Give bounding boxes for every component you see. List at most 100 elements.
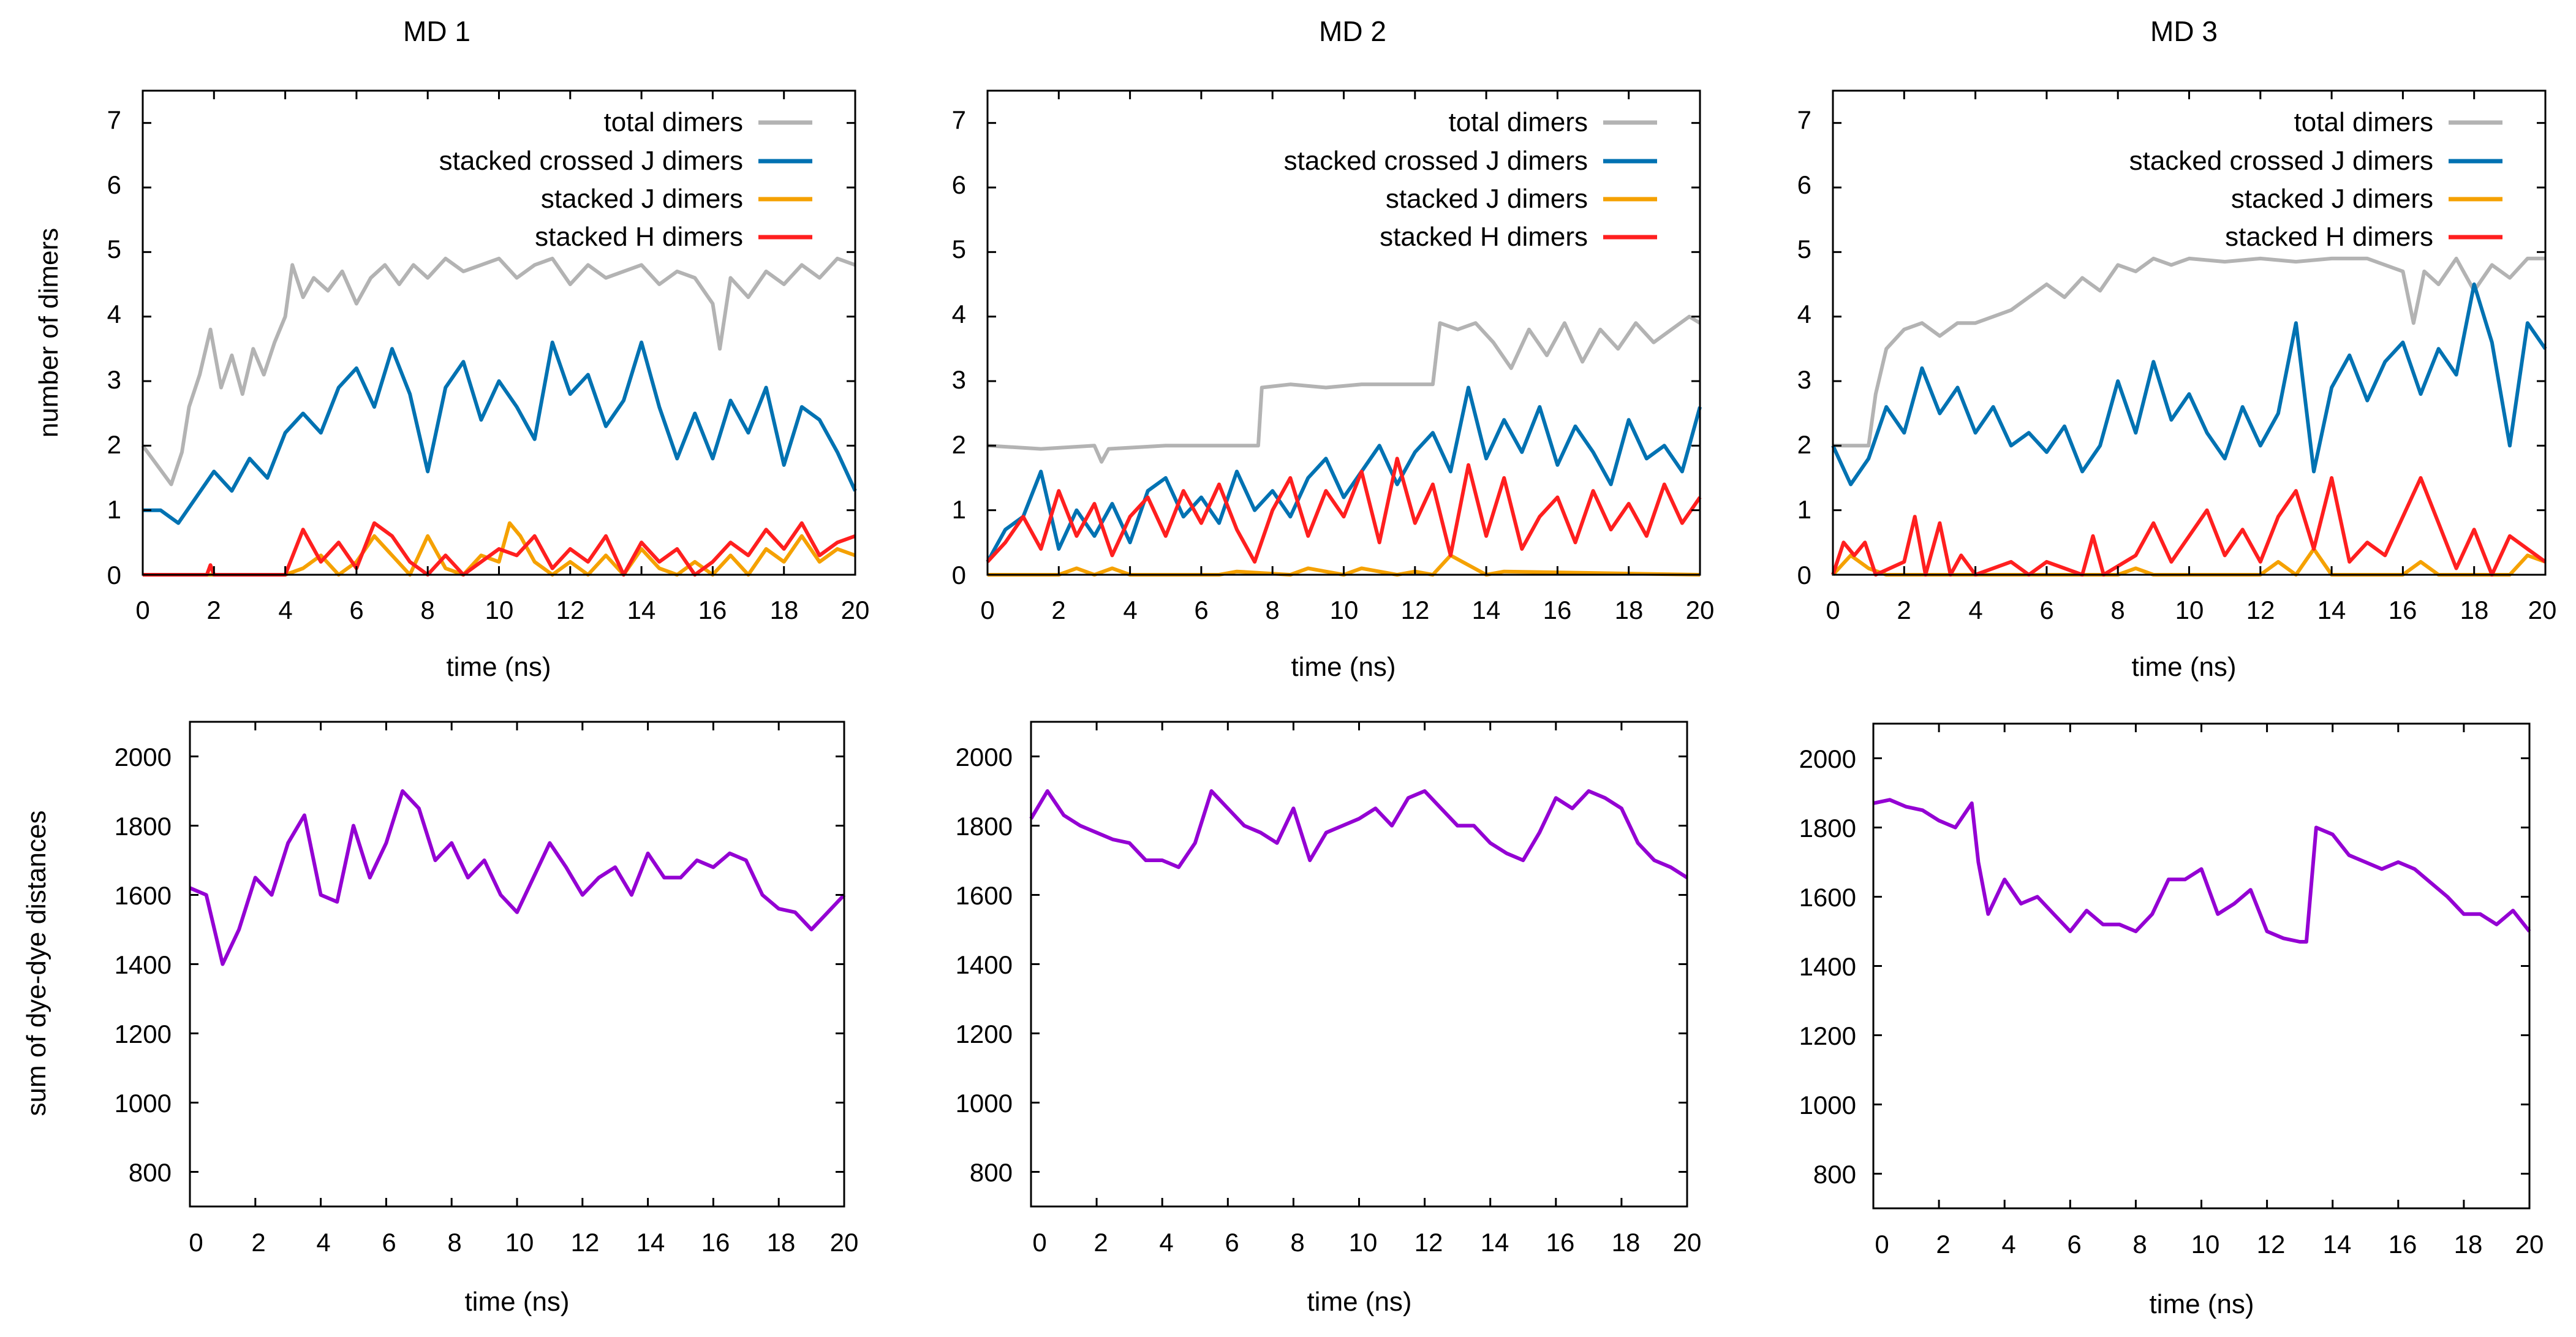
legend: total dimers stacked crossed J dimers st… <box>2129 107 2502 252</box>
axis-ticks: 800 1000 1200 1400 1600 1800 2000 0 2 4 … <box>956 722 1702 1257</box>
ytick-label: 6 <box>1797 170 1811 199</box>
xtick-label: 18 <box>2454 1230 2483 1259</box>
md2-dimers-panel: MD 2 0 1 2 3 4 5 6 7 0 2 4 6 8 10 12 14 … <box>952 15 1715 682</box>
ytick-label: 1800 <box>1799 814 1856 843</box>
series-layer <box>1831 256 2547 577</box>
xtick-label: 18 <box>770 596 799 624</box>
ytick-label: 1400 <box>956 950 1013 979</box>
ytick-label: 2 <box>952 430 966 459</box>
y-axis-label: sum of dye-dye distances <box>21 811 51 1116</box>
ytick-label: 1400 <box>1799 952 1856 981</box>
xtick-label: 14 <box>627 596 656 624</box>
xtick-label: 18 <box>2460 596 2489 624</box>
ytick-label: 7 <box>107 105 121 134</box>
xtick-label: 10 <box>1349 1228 1378 1257</box>
ytick-label: 5 <box>107 235 121 263</box>
series-line-stacked-h-dimers <box>143 521 856 577</box>
xtick-label: 2 <box>251 1228 265 1257</box>
series-line-sum-of-dye-dye-distances <box>189 789 846 966</box>
x-axis-label: time (ns) <box>1291 652 1396 682</box>
series-layer <box>141 256 857 577</box>
xtick-label: 18 <box>767 1228 796 1257</box>
xtick-label: 14 <box>1472 596 1501 624</box>
series-line-stacked-crossed-j-dimers <box>986 385 1702 563</box>
series-line-total-dimers <box>987 314 1701 464</box>
xtick-label: 16 <box>1543 596 1572 624</box>
ytick-label: 1800 <box>956 812 1013 841</box>
ytick-label: 3 <box>952 365 966 394</box>
xtick-label: 20 <box>2515 1230 2544 1259</box>
xtick-label: 0 <box>135 596 149 624</box>
series-layer <box>986 314 1702 577</box>
xtick-label: 6 <box>382 1228 396 1257</box>
xtick-label: 14 <box>2323 1230 2352 1259</box>
x-axis-label: time (ns) <box>2149 1289 2254 1319</box>
ytick-label: 1200 <box>956 1020 1013 1048</box>
ytick-label: 4 <box>952 300 966 328</box>
axis-ticks: 0 1 2 3 4 5 6 7 0 2 4 6 8 10 12 14 16 18… <box>1797 91 2557 624</box>
ytick-label: 5 <box>1797 235 1811 263</box>
legend: total dimers stacked crossed J dimers st… <box>1284 107 1657 252</box>
legend-label: total dimers <box>1449 107 1588 137</box>
ytick-label: 2000 <box>1799 744 1856 773</box>
legend-label: stacked H dimers <box>535 222 743 252</box>
legend-label: total dimers <box>604 107 743 137</box>
ytick-label: 4 <box>107 300 121 328</box>
ytick-label: 800 <box>970 1158 1013 1187</box>
ytick-label: 1600 <box>115 881 172 910</box>
xtick-label: 12 <box>1415 1228 1443 1257</box>
xtick-label: 14 <box>636 1228 665 1257</box>
xtick-label: 4 <box>316 1228 330 1257</box>
xtick-label: 20 <box>1673 1228 1702 1257</box>
legend-label: stacked H dimers <box>1380 222 1588 252</box>
xtick-label: 12 <box>1401 596 1430 624</box>
panel-title: MD 1 <box>403 15 470 47</box>
md3-dimers-panel: MD 3 0 1 2 3 4 5 6 7 0 2 4 6 8 10 12 14 … <box>1797 15 2557 682</box>
xtick-label: 6 <box>1194 596 1208 624</box>
xtick-label: 14 <box>1481 1228 1509 1257</box>
ytick-label: 1800 <box>115 812 172 841</box>
plot-frame <box>1872 722 2531 1210</box>
series-line-stacked-crossed-j-dimers <box>1831 282 2547 487</box>
xtick-label: 4 <box>278 596 292 624</box>
ytick-label: 1000 <box>956 1089 1013 1118</box>
xtick-label: 2 <box>1051 596 1065 624</box>
xtick-label: 18 <box>1612 1228 1641 1257</box>
xtick-label: 8 <box>420 596 434 624</box>
ytick-label: 5 <box>952 235 966 263</box>
x-axis-label: time (ns) <box>446 652 551 682</box>
ytick-label: 7 <box>952 105 966 134</box>
xtick-label: 4 <box>1159 1228 1173 1257</box>
xtick-label: 0 <box>1032 1228 1046 1257</box>
legend: total dimers stacked crossed J dimers st… <box>439 107 812 252</box>
legend-label: stacked H dimers <box>2225 222 2433 252</box>
ytick-label: 1 <box>1797 495 1811 524</box>
ytick-label: 800 <box>129 1158 172 1187</box>
xtick-label: 8 <box>2132 1230 2147 1259</box>
legend-label: stacked crossed J dimers <box>1284 146 1588 176</box>
xtick-label: 12 <box>556 596 585 624</box>
xtick-label: 6 <box>2067 1230 2081 1259</box>
xtick-label: 20 <box>2528 596 2557 624</box>
ytick-label: 3 <box>1797 365 1811 394</box>
xtick-label: 20 <box>1686 596 1715 624</box>
xtick-label: 2 <box>206 596 221 624</box>
xtick-label: 4 <box>1123 596 1137 624</box>
series-line-stacked-crossed-j-dimers <box>143 340 857 525</box>
xtick-label: 16 <box>2389 1230 2417 1259</box>
ytick-label: 0 <box>107 561 121 589</box>
xtick-label: 14 <box>2317 596 2346 624</box>
ytick-label: 1200 <box>115 1020 172 1048</box>
ytick-label: 1000 <box>115 1089 172 1118</box>
xtick-label: 8 <box>1265 596 1279 624</box>
series-layer <box>1873 798 2531 944</box>
xtick-label: 10 <box>1330 596 1359 624</box>
series-layer <box>1029 789 1688 879</box>
ytick-label: 1600 <box>956 881 1013 910</box>
xtick-label: 12 <box>2246 596 2275 624</box>
xtick-label: 10 <box>2175 596 2204 624</box>
ytick-label: 1400 <box>115 950 172 979</box>
xtick-label: 0 <box>980 596 994 624</box>
xtick-label: 16 <box>698 596 727 624</box>
